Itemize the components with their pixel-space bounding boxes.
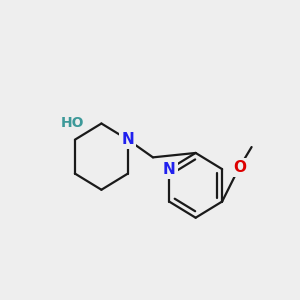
Text: HO: HO	[60, 116, 84, 130]
Text: N: N	[122, 132, 134, 147]
Text: N: N	[163, 162, 175, 177]
Text: O: O	[233, 160, 246, 175]
